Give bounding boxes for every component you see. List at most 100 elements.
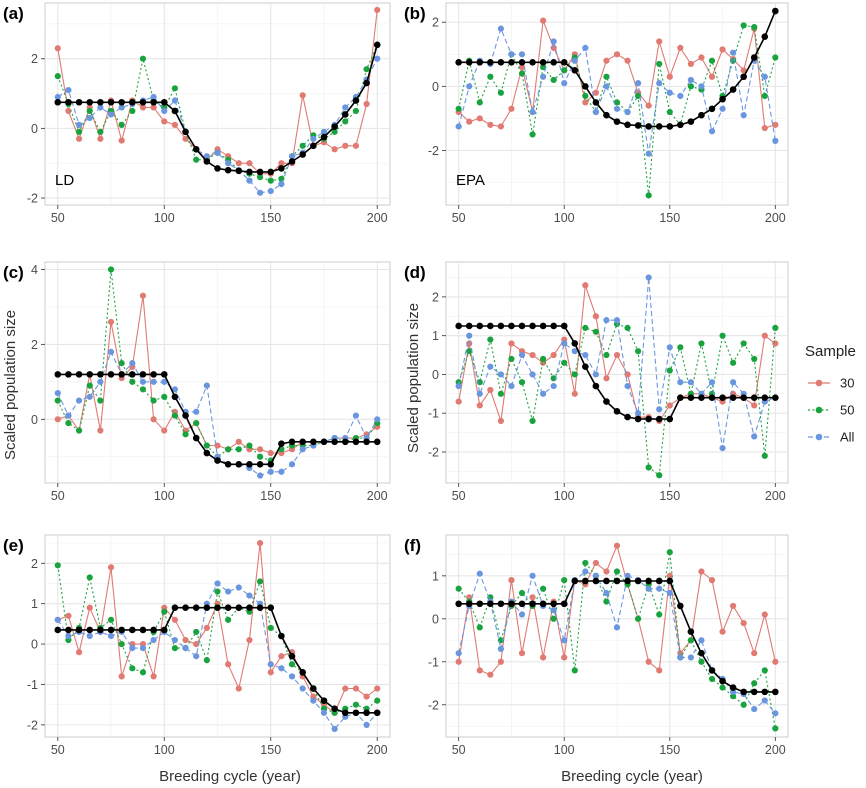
truth-point bbox=[182, 604, 189, 612]
truth-point bbox=[246, 460, 253, 468]
y-tick-label: 0 bbox=[432, 80, 439, 94]
series-point-50 bbox=[129, 107, 136, 115]
series-point-50 bbox=[666, 367, 673, 374]
panel-0: 50 100 150 200 -2 0 2 (a) LD bbox=[3, 2, 391, 225]
series-point-30 bbox=[751, 650, 758, 657]
x-tick-label: 150 bbox=[659, 743, 680, 757]
truth-point bbox=[256, 460, 264, 468]
truth-point bbox=[487, 600, 494, 608]
truth-point bbox=[160, 98, 168, 106]
truth-point bbox=[246, 604, 253, 612]
series-point-all bbox=[518, 51, 526, 58]
truth-point bbox=[224, 604, 232, 612]
legend-label: All bbox=[840, 430, 855, 445]
series-point-50 bbox=[698, 658, 705, 665]
series-point-all bbox=[497, 25, 504, 32]
truth-point bbox=[560, 600, 568, 608]
series-point-30 bbox=[455, 398, 462, 405]
truth-point bbox=[455, 600, 462, 608]
truth-point bbox=[97, 371, 104, 378]
legend-label: 30 bbox=[840, 376, 854, 391]
series-point-30 bbox=[256, 539, 264, 547]
truth-point bbox=[65, 626, 72, 634]
truth-point bbox=[214, 165, 221, 172]
truth-point bbox=[65, 371, 72, 378]
series-point-30 bbox=[352, 142, 360, 149]
truth-point bbox=[719, 95, 726, 103]
series-point-all bbox=[730, 49, 737, 56]
series-point-all bbox=[129, 360, 136, 367]
series-point-50 bbox=[267, 177, 274, 184]
y-tick-label: 1 bbox=[432, 569, 439, 583]
truth-point bbox=[550, 322, 557, 330]
truth-point bbox=[529, 600, 536, 608]
truth-point bbox=[86, 626, 94, 634]
series-point-50 bbox=[518, 379, 526, 386]
series-point-50 bbox=[529, 131, 536, 138]
series-point-50 bbox=[582, 92, 589, 100]
series-point-50 bbox=[666, 108, 673, 116]
series-point-50 bbox=[698, 340, 705, 347]
series-point-30 bbox=[592, 559, 599, 567]
series-point-all bbox=[214, 149, 221, 156]
truth-point bbox=[118, 371, 125, 378]
truth-point bbox=[698, 649, 705, 657]
x-tick-label: 100 bbox=[154, 211, 175, 225]
series-point-50 bbox=[592, 328, 599, 335]
series-point-50 bbox=[171, 645, 179, 652]
series-point-all bbox=[624, 382, 631, 390]
series-point-50 bbox=[139, 386, 147, 393]
series-point-50 bbox=[740, 22, 747, 29]
series-point-30 bbox=[299, 92, 306, 99]
series-point-50 bbox=[487, 594, 494, 601]
truth-point bbox=[634, 122, 642, 129]
series-point-30 bbox=[331, 146, 338, 153]
truth-point bbox=[171, 107, 179, 115]
truth-point bbox=[560, 59, 568, 66]
series-point-all bbox=[182, 645, 189, 652]
series-point-30 bbox=[751, 402, 758, 409]
series-point-30 bbox=[246, 636, 253, 644]
series-point-all bbox=[65, 632, 72, 640]
truth-point bbox=[171, 604, 179, 612]
series-point-30 bbox=[161, 118, 168, 125]
series-point-30 bbox=[476, 115, 483, 122]
series-point-50 bbox=[624, 324, 631, 332]
series-point-50 bbox=[466, 348, 473, 355]
truth-point bbox=[224, 460, 232, 468]
truth-point bbox=[772, 688, 779, 696]
series-point-30 bbox=[235, 685, 242, 692]
series-point-30 bbox=[613, 542, 621, 549]
series-point-50 bbox=[193, 628, 200, 636]
series-point-all bbox=[256, 472, 264, 479]
truth-point bbox=[278, 165, 285, 172]
series-point-50 bbox=[613, 568, 621, 575]
truth-point bbox=[373, 438, 381, 446]
series-point-30 bbox=[603, 375, 610, 382]
truth-point bbox=[708, 105, 716, 113]
truth-point bbox=[529, 59, 536, 66]
series-point-all bbox=[719, 445, 726, 452]
series-point-30 bbox=[476, 402, 483, 409]
x-tick-label: 100 bbox=[554, 489, 575, 503]
truth-point bbox=[487, 59, 494, 66]
series-point-50 bbox=[508, 355, 515, 363]
panel-tag: (e) bbox=[3, 536, 24, 555]
series-point-all bbox=[193, 653, 200, 660]
truth-point bbox=[224, 166, 232, 174]
series-point-50 bbox=[86, 574, 93, 581]
series-point-all bbox=[603, 83, 610, 90]
series-point-all bbox=[561, 637, 568, 644]
truth-point bbox=[729, 684, 737, 691]
series-point-50 bbox=[235, 446, 242, 453]
truth-point bbox=[666, 577, 674, 585]
truth-point bbox=[761, 33, 769, 40]
y-tick-label: 0 bbox=[432, 368, 439, 382]
series-point-all bbox=[571, 348, 578, 355]
truth-point bbox=[331, 123, 338, 130]
series-point-all bbox=[161, 107, 168, 115]
x-tick-label: 200 bbox=[367, 743, 388, 757]
series-point-all bbox=[708, 379, 716, 386]
series-point-50 bbox=[603, 73, 610, 80]
